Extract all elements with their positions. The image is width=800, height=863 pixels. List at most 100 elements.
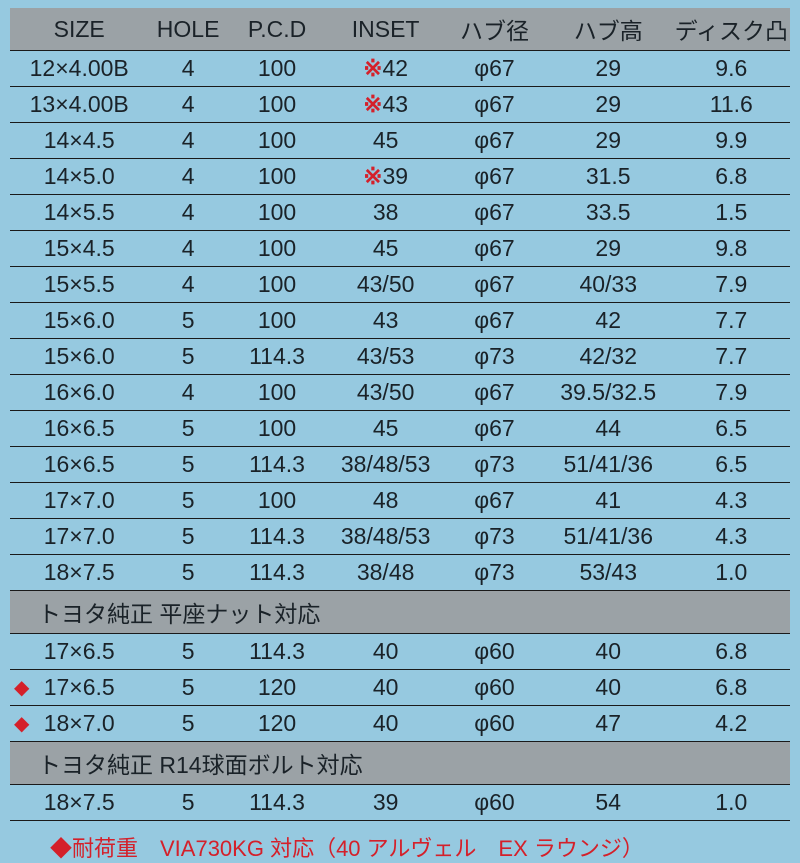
- cell-size: 14×5.0: [10, 159, 148, 195]
- cell-hub-diameter: φ60: [445, 634, 544, 670]
- cell-inset: 38: [326, 195, 445, 231]
- cell-pcd: 100: [228, 195, 326, 231]
- section-header-row: トヨタ純正 平座ナット対応: [10, 591, 790, 634]
- cell-hub-diameter: φ67: [445, 195, 544, 231]
- cell-hub-height: 41: [544, 483, 673, 519]
- table-row: 17×7.0510048φ67414.3: [10, 483, 790, 519]
- cell-inset: 45: [326, 411, 445, 447]
- section-header-row: トヨタ純正 R14球面ボルト対応: [10, 742, 790, 785]
- cell-pcd: 100: [228, 303, 326, 339]
- cell-inset: 38/48/53: [326, 447, 445, 483]
- cell-hole: 4: [148, 87, 227, 123]
- cell-disk: 6.5: [673, 411, 790, 447]
- cell-inset: 40: [326, 706, 445, 742]
- table-row: ◆17×6.5512040φ60406.8: [10, 670, 790, 706]
- table-row: 16×6.5510045φ67446.5: [10, 411, 790, 447]
- cell-pcd: 114.3: [228, 634, 326, 670]
- table-row: 12×4.00B4100※42φ67299.6: [10, 51, 790, 87]
- cell-hub-height: 31.5: [544, 159, 673, 195]
- header-row: SIZE HOLE P.C.D INSET ハブ径 ハブ高 ディスク凸: [10, 8, 790, 51]
- cell-hub-height: 29: [544, 231, 673, 267]
- cell-inset: 43: [326, 303, 445, 339]
- cell-disk: 9.8: [673, 231, 790, 267]
- cell-inset: 40: [326, 634, 445, 670]
- cell-hub-height: 44: [544, 411, 673, 447]
- cell-hub-diameter: φ67: [445, 123, 544, 159]
- cell-disk: 9.9: [673, 123, 790, 159]
- cell-disk: 7.9: [673, 375, 790, 411]
- cell-pcd: 114.3: [228, 519, 326, 555]
- section-title: トヨタ純正 R14球面ボルト対応: [10, 742, 790, 785]
- cell-pcd: 114.3: [228, 339, 326, 375]
- table-row: 18×7.55114.338/48φ7353/431.0: [10, 555, 790, 591]
- cell-hole: 5: [148, 670, 227, 706]
- cell-inset: ※39: [326, 159, 445, 195]
- cell-hub-diameter: φ67: [445, 267, 544, 303]
- cell-hub-diameter: φ67: [445, 87, 544, 123]
- col-inset: INSET: [326, 8, 445, 51]
- reference-mark-icon: ※: [363, 55, 382, 81]
- cell-pcd: 100: [228, 51, 326, 87]
- cell-inset: 45: [326, 123, 445, 159]
- cell-disk: 1.0: [673, 785, 790, 821]
- cell-disk: 7.7: [673, 339, 790, 375]
- cell-inset: 39: [326, 785, 445, 821]
- section-title: トヨタ純正 平座ナット対応: [10, 591, 790, 634]
- table-row: ◆18×7.0512040φ60474.2: [10, 706, 790, 742]
- cell-hole: 5: [148, 634, 227, 670]
- cell-inset: 38/48/53: [326, 519, 445, 555]
- cell-hub-height: 39.5/32.5: [544, 375, 673, 411]
- cell-hub-diameter: φ73: [445, 555, 544, 591]
- cell-hub-diameter: φ67: [445, 303, 544, 339]
- cell-hub-height: 29: [544, 123, 673, 159]
- cell-pcd: 114.3: [228, 785, 326, 821]
- cell-inset: ※43: [326, 87, 445, 123]
- cell-size: 16×6.0: [10, 375, 148, 411]
- cell-hub-height: 54: [544, 785, 673, 821]
- cell-hub-height: 42: [544, 303, 673, 339]
- cell-pcd: 100: [228, 159, 326, 195]
- cell-inset: 43/50: [326, 267, 445, 303]
- cell-size: 17×6.5: [10, 634, 148, 670]
- cell-hole: 5: [148, 706, 227, 742]
- cell-size: 14×5.5: [10, 195, 148, 231]
- cell-disk: 6.8: [673, 670, 790, 706]
- cell-hub-height: 40: [544, 670, 673, 706]
- table-body: 12×4.00B4100※42φ67299.613×4.00B4100※43φ6…: [10, 51, 790, 821]
- cell-pcd: 100: [228, 231, 326, 267]
- table-row: 18×7.55114.339φ60541.0: [10, 785, 790, 821]
- cell-hub-height: 53/43: [544, 555, 673, 591]
- cell-hub-diameter: φ67: [445, 51, 544, 87]
- cell-pcd: 120: [228, 670, 326, 706]
- table-row: 14×4.5410045φ67299.9: [10, 123, 790, 159]
- cell-hole: 4: [148, 123, 227, 159]
- table-row: 16×6.55114.338/48/53φ7351/41/366.5: [10, 447, 790, 483]
- cell-size: 15×5.5: [10, 267, 148, 303]
- col-hub-height: ハブ高: [544, 8, 673, 51]
- cell-inset: 45: [326, 231, 445, 267]
- cell-hub-diameter: φ67: [445, 483, 544, 519]
- cell-disk: 1.5: [673, 195, 790, 231]
- cell-pcd: 100: [228, 87, 326, 123]
- cell-hub-height: 47: [544, 706, 673, 742]
- cell-size: 16×6.5: [10, 411, 148, 447]
- cell-hole: 4: [148, 267, 227, 303]
- cell-hole: 5: [148, 483, 227, 519]
- table-row: 14×5.5410038φ6733.51.5: [10, 195, 790, 231]
- col-size: SIZE: [10, 8, 148, 51]
- cell-disk: 11.6: [673, 87, 790, 123]
- cell-size: 18×7.5: [10, 785, 148, 821]
- cell-hub-height: 29: [544, 51, 673, 87]
- cell-disk: 7.9: [673, 267, 790, 303]
- table-row: 15×4.5410045φ67299.8: [10, 231, 790, 267]
- cell-size: 17×7.0: [10, 483, 148, 519]
- cell-inset: 38/48: [326, 555, 445, 591]
- cell-disk: 6.5: [673, 447, 790, 483]
- col-disk: ディスク凸: [673, 8, 790, 51]
- cell-hub-diameter: φ67: [445, 375, 544, 411]
- cell-hub-diameter: φ60: [445, 785, 544, 821]
- cell-hole: 4: [148, 159, 227, 195]
- table-row: 17×6.55114.340φ60406.8: [10, 634, 790, 670]
- cell-size: 15×4.5: [10, 231, 148, 267]
- wheel-spec-table: SIZE HOLE P.C.D INSET ハブ径 ハブ高 ディスク凸 12×4…: [10, 8, 790, 821]
